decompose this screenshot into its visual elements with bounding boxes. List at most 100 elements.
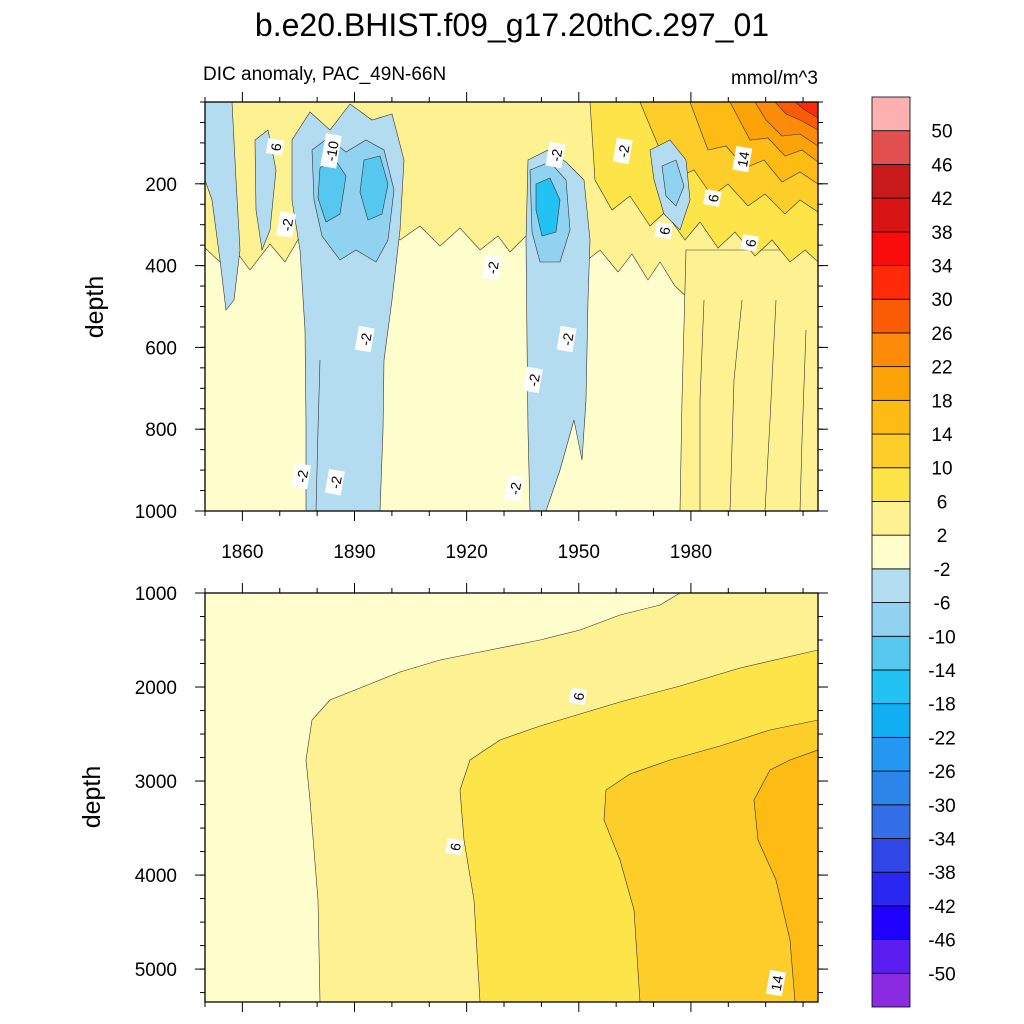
contour-label-bg xyxy=(612,137,633,165)
contour-label: -2 xyxy=(291,462,312,490)
colorbar-level-label: 22 xyxy=(931,358,952,379)
colorbar-level-label: -38 xyxy=(928,863,955,884)
contour-label-text: 6 xyxy=(570,691,587,702)
chart-subtitle: DIC anomaly, PAC_49N-66N xyxy=(203,64,446,85)
colorbar-swatch xyxy=(871,871,911,907)
x-tick-label: 1980 xyxy=(670,542,712,563)
contour-label-text: -2 xyxy=(327,475,345,490)
contour-label-text: 14 xyxy=(768,974,786,992)
colorbar-swatch xyxy=(871,332,911,368)
contour-label-bg xyxy=(654,221,673,240)
contour-label-bg xyxy=(740,234,759,252)
upper-panel: 200 400 600 800 1000 6 -10 -2 -2 -2 -2 -2 -2 -2 -2 -2 -… xyxy=(81,92,828,523)
contour-label-bg xyxy=(320,133,342,169)
colorbar-level-label: 6 xyxy=(937,492,948,513)
colorbar-level-label: 18 xyxy=(931,391,952,412)
colorbar-level-label: -34 xyxy=(928,829,956,850)
upper-band-30-34 xyxy=(794,102,818,119)
colorbar-swatch xyxy=(871,399,911,435)
contour-label: 6 xyxy=(265,138,285,156)
colorbar-swatch xyxy=(871,972,911,1008)
contour-label-bg xyxy=(522,366,543,394)
contour-label-text: -2 xyxy=(278,217,296,232)
contour-label-bg xyxy=(291,462,312,490)
contour-label-text: 6 xyxy=(656,225,673,236)
contour-label: -2 xyxy=(556,325,577,353)
contour-label-bg xyxy=(354,325,375,353)
colorbar-level-label: 34 xyxy=(931,257,953,278)
contour-label: -2 xyxy=(276,211,297,238)
contour-label-bg xyxy=(556,325,577,353)
upper-negative-early-2 xyxy=(254,129,277,252)
colorbar-level-label: 42 xyxy=(931,189,952,210)
contour-label-bg xyxy=(324,468,345,496)
x-tick-label: 1950 xyxy=(558,542,600,563)
colorbar-level-label: 38 xyxy=(931,223,952,244)
colorbar-level-label: -30 xyxy=(928,796,955,817)
contour-label-bg xyxy=(765,969,786,997)
colorbar-level-label: -14 xyxy=(928,661,956,682)
upper-negative-tongue-1-core-b xyxy=(359,155,389,221)
contour-label-text: -2 xyxy=(547,147,565,162)
contour-label-text: 6 xyxy=(267,142,284,153)
y-tick-label: 4000 xyxy=(135,866,177,887)
contour-label-text: -2 xyxy=(484,260,502,275)
contour-label-bg xyxy=(703,189,722,207)
colorbar-level-label: -50 xyxy=(928,964,955,985)
upper-contour-lines xyxy=(315,299,807,511)
colorbar-level-label: -22 xyxy=(928,728,955,749)
units-label: mmol/m^3 xyxy=(731,68,818,89)
lower-y-axis-label: depth xyxy=(78,766,106,829)
x-tick-label: 1920 xyxy=(446,542,488,563)
colorbar-swatch xyxy=(871,130,911,165)
upper-contour-labels: 6 -10 -2 -2 -2 -2 -2 -2 -2 -2 -2 -2 14 6 6 6 xyxy=(265,133,759,502)
contour-label: -2 xyxy=(612,137,633,165)
lower-contour-fill xyxy=(205,593,818,1002)
contour-label-bg xyxy=(504,475,525,502)
contour-label: -2 xyxy=(354,325,375,353)
upper-negative-1960s-mid xyxy=(661,159,685,207)
y-tick-label: 2000 xyxy=(135,678,177,699)
lower-plot-frame xyxy=(204,592,819,1003)
colorbar-swatch xyxy=(871,838,911,873)
lower-panel: 1000 2000 3000 4000 5000 6 6 14 depth xyxy=(78,583,828,1012)
contour-label-bg xyxy=(276,211,297,238)
contour-label-bg xyxy=(265,138,285,156)
contour-label-bg xyxy=(445,837,464,856)
colorbar-level-label: -46 xyxy=(928,931,955,952)
contour-label-text: 6 xyxy=(447,841,464,852)
upper-y-axis-label: depth xyxy=(81,276,109,339)
colorbar-swatch xyxy=(871,770,911,806)
contour-label-text: -2 xyxy=(293,469,311,484)
colorbar-level-label: 30 xyxy=(931,290,952,311)
x-axis-tick-labels: 1860 1890 1920 1950 1980 xyxy=(221,542,712,563)
y-tick-label: 600 xyxy=(145,338,177,359)
colorbar-level-label: 14 xyxy=(931,425,953,446)
contour-label: -2 xyxy=(522,366,543,394)
upper-negative-early xyxy=(205,102,241,311)
contour-label: -2 xyxy=(481,254,502,281)
colorbar-swatch xyxy=(871,602,911,637)
contour-label: 6 xyxy=(740,234,759,252)
colorbar-level-label: -6 xyxy=(934,594,951,615)
contour-label-text: -2 xyxy=(559,331,577,346)
contour-label-bg xyxy=(545,141,566,169)
contour-label-text: -2 xyxy=(506,481,524,496)
contour-label: -10 xyxy=(320,133,342,169)
contour-label: -2 xyxy=(545,141,566,169)
contour-label: 6 xyxy=(703,189,722,207)
contour-label-text: 14 xyxy=(734,150,752,168)
contour-label: 6 xyxy=(445,837,464,856)
colorbar-swatch xyxy=(871,804,911,839)
colorbar-swatch xyxy=(871,366,911,401)
colorbar-swatch xyxy=(871,635,911,671)
x-tick-label: 1890 xyxy=(333,542,375,563)
colorbar-swatch xyxy=(871,534,911,570)
colorbar-level-label: 2 xyxy=(937,526,948,547)
contour-label: -2 xyxy=(504,475,525,502)
chart-title: b.e20.BHIST.f09_g17.20thC.297_01 xyxy=(255,7,769,43)
colorbar-swatch xyxy=(871,467,911,502)
colorbar-swatch xyxy=(871,703,911,738)
colorbar-swatch xyxy=(871,265,911,300)
